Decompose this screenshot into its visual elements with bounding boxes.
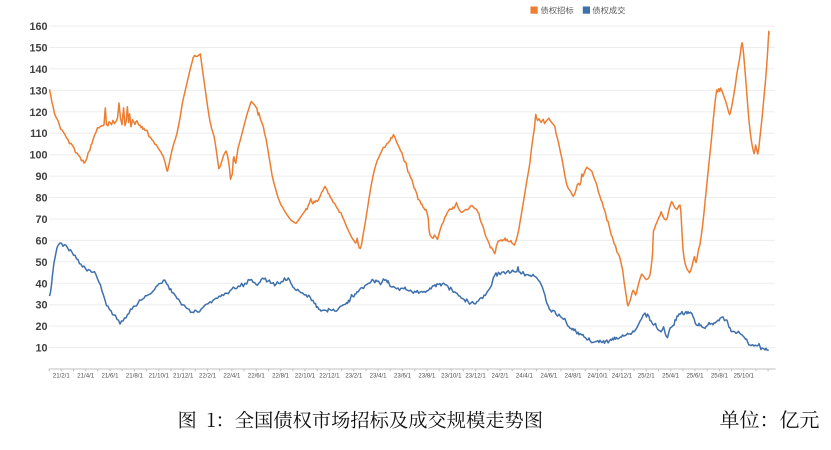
svg-text:23/2/1: 23/2/1	[345, 373, 363, 380]
svg-text:60: 60	[35, 235, 47, 247]
svg-text:25/8/1: 25/8/1	[711, 373, 729, 380]
svg-text:80: 80	[35, 193, 47, 205]
svg-text:140: 140	[29, 64, 47, 76]
svg-text:21/8/1: 21/8/1	[126, 373, 144, 380]
svg-text:22/12/1: 22/12/1	[319, 373, 340, 380]
svg-text:10: 10	[35, 343, 47, 355]
svg-text:23/4/1: 23/4/1	[370, 373, 388, 380]
svg-text:100: 100	[29, 150, 47, 162]
svg-text:40: 40	[35, 278, 47, 290]
svg-text:24/2/1: 24/2/1	[492, 373, 510, 380]
svg-text:24/6/1: 24/6/1	[540, 373, 558, 380]
svg-text:21/12/1: 21/12/1	[173, 373, 194, 380]
svg-text:160: 160	[29, 21, 47, 33]
svg-text:25/6/1: 25/6/1	[687, 373, 705, 380]
svg-text:23/10/1: 23/10/1	[441, 373, 462, 380]
svg-text:22/10/1: 22/10/1	[295, 373, 316, 380]
svg-text:21/2/1: 21/2/1	[53, 373, 71, 380]
svg-text:21/10/1: 21/10/1	[149, 373, 170, 380]
svg-text:25/4/1: 25/4/1	[662, 373, 680, 380]
svg-text:50: 50	[35, 257, 47, 269]
svg-text:21/6/1: 21/6/1	[102, 373, 120, 380]
svg-text:24/10/1: 24/10/1	[587, 373, 608, 380]
svg-text:25/10/1: 25/10/1	[734, 373, 755, 380]
svg-text:30: 30	[35, 300, 47, 312]
svg-text:120: 120	[29, 107, 47, 119]
svg-text:22/2/1: 22/2/1	[199, 373, 217, 380]
svg-text:130: 130	[29, 85, 47, 97]
svg-text:23/6/1: 23/6/1	[394, 373, 412, 380]
svg-text:20: 20	[35, 321, 47, 333]
svg-text:25/2/1: 25/2/1	[638, 373, 656, 380]
svg-text:24/12/1: 24/12/1	[612, 373, 633, 380]
svg-text:22/4/1: 22/4/1	[223, 373, 241, 380]
svg-text:90: 90	[35, 171, 47, 183]
svg-text:23/12/1: 23/12/1	[465, 373, 486, 380]
svg-text:70: 70	[35, 214, 47, 226]
svg-text:150: 150	[29, 43, 47, 55]
svg-text:110: 110	[30, 128, 47, 140]
svg-text:22/8/1: 22/8/1	[272, 373, 290, 380]
svg-text:24/4/1: 24/4/1	[516, 373, 534, 380]
svg-text:23/8/1: 23/8/1	[418, 373, 436, 380]
svg-text:24/8/1: 24/8/1	[565, 373, 583, 380]
svg-text:22/6/1: 22/6/1	[248, 373, 266, 380]
svg-text:21/4/1: 21/4/1	[77, 373, 95, 380]
